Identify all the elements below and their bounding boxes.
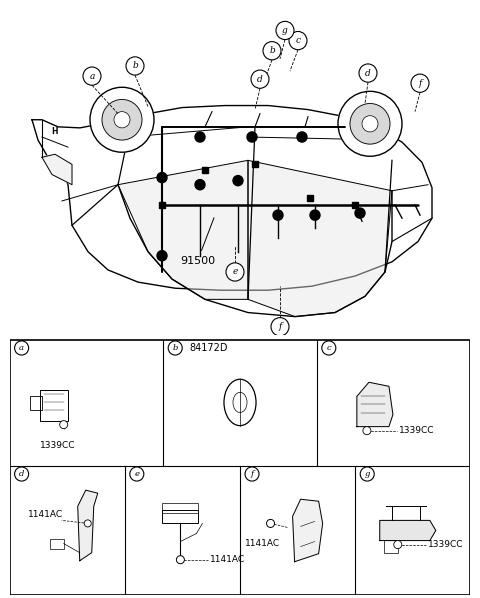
Circle shape	[90, 87, 154, 152]
Circle shape	[363, 426, 371, 435]
Text: d: d	[365, 69, 371, 78]
Text: f: f	[278, 322, 282, 331]
Text: 91500: 91500	[180, 218, 215, 266]
Bar	[30, 396, 42, 410]
Text: f: f	[251, 470, 253, 478]
Text: f: f	[418, 79, 422, 88]
Text: d: d	[19, 470, 24, 478]
Circle shape	[247, 132, 257, 142]
Bar	[40, 390, 68, 420]
Circle shape	[130, 467, 144, 481]
Circle shape	[176, 556, 184, 564]
Circle shape	[233, 176, 243, 186]
Circle shape	[114, 112, 130, 128]
Circle shape	[195, 132, 205, 142]
Text: 1141AC: 1141AC	[210, 555, 246, 565]
Text: c: c	[296, 36, 300, 45]
Circle shape	[411, 74, 429, 92]
Polygon shape	[32, 105, 432, 290]
Circle shape	[271, 318, 289, 336]
Text: e: e	[134, 470, 139, 478]
Circle shape	[289, 32, 307, 50]
Bar	[384, 539, 398, 553]
Circle shape	[14, 467, 29, 481]
Circle shape	[338, 91, 402, 156]
Circle shape	[226, 263, 244, 281]
Polygon shape	[118, 160, 248, 300]
Polygon shape	[380, 520, 436, 541]
Text: 1339CC: 1339CC	[399, 426, 434, 435]
Text: d: d	[257, 75, 263, 84]
Text: H: H	[52, 127, 58, 136]
Polygon shape	[78, 490, 98, 561]
Text: b: b	[132, 62, 138, 71]
Circle shape	[60, 420, 68, 429]
Bar	[162, 504, 198, 513]
Circle shape	[263, 42, 281, 60]
Polygon shape	[357, 382, 393, 426]
Circle shape	[273, 210, 283, 220]
Circle shape	[355, 208, 365, 218]
Circle shape	[84, 520, 91, 527]
Text: 1141AC: 1141AC	[244, 539, 280, 548]
Circle shape	[14, 341, 29, 355]
Text: 1141AC: 1141AC	[28, 510, 63, 519]
Text: 1339CC: 1339CC	[40, 441, 75, 450]
Circle shape	[102, 99, 142, 140]
Bar	[49, 539, 64, 548]
Polygon shape	[293, 499, 323, 562]
Circle shape	[83, 67, 101, 86]
Circle shape	[360, 467, 374, 481]
Circle shape	[157, 172, 167, 182]
Circle shape	[251, 70, 269, 89]
Circle shape	[157, 251, 167, 261]
Circle shape	[362, 115, 378, 132]
Bar	[162, 510, 198, 523]
Text: b: b	[269, 46, 275, 55]
Polygon shape	[42, 154, 72, 185]
Text: a: a	[19, 344, 24, 352]
Circle shape	[266, 520, 275, 527]
Circle shape	[168, 341, 182, 355]
Circle shape	[359, 64, 377, 82]
Text: b: b	[172, 344, 178, 352]
Text: g: g	[282, 26, 288, 35]
Text: c: c	[326, 344, 331, 352]
Circle shape	[126, 57, 144, 75]
Text: a: a	[89, 72, 95, 81]
Text: 1339CC: 1339CC	[428, 540, 463, 549]
Circle shape	[245, 467, 259, 481]
Circle shape	[276, 22, 294, 39]
Text: 84172D: 84172D	[189, 343, 228, 353]
Circle shape	[195, 179, 205, 190]
Text: e: e	[232, 267, 238, 276]
Text: g: g	[364, 470, 370, 478]
Circle shape	[350, 103, 390, 144]
Circle shape	[310, 210, 320, 220]
Circle shape	[322, 341, 336, 355]
Circle shape	[297, 132, 307, 142]
Polygon shape	[248, 160, 392, 316]
Circle shape	[394, 541, 402, 548]
